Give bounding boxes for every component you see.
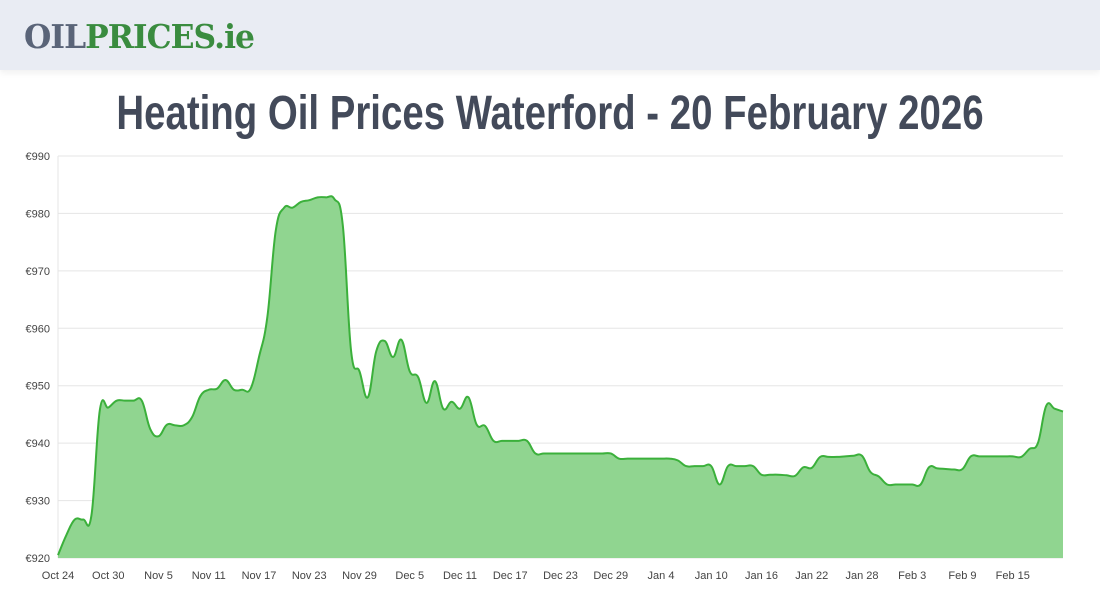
x-tick-label: Oct 30 xyxy=(92,570,124,582)
y-tick-label: €920 xyxy=(26,553,50,565)
logo-prices: PRICES.ie xyxy=(85,17,255,56)
y-tick-label: €990 xyxy=(26,151,50,163)
x-tick-label: Feb 3 xyxy=(898,570,926,582)
logo-oil: OIL xyxy=(24,17,86,56)
x-tick-label: Jan 16 xyxy=(745,570,778,582)
price-line xyxy=(57,195,1064,556)
x-tick-label: Dec 5 xyxy=(395,570,424,582)
y-tick-label: €960 xyxy=(26,323,50,335)
x-axis-ticks: Oct 24 Oct 30 Nov 5 Nov 11 Nov 17 Nov 23 Nov 2… xyxy=(42,570,1030,582)
x-tick-label: Nov 11 xyxy=(192,570,226,582)
y-tick-label: €970 xyxy=(26,266,50,278)
y-tick-label: €980 xyxy=(26,208,50,220)
x-tick-label: Nov 29 xyxy=(342,570,377,582)
x-tick-label: Feb 15 xyxy=(996,570,1030,582)
x-tick-label: Nov 17 xyxy=(242,570,277,582)
x-tick-label: Nov 23 xyxy=(292,570,327,582)
x-tick-label: Jan 4 xyxy=(648,570,675,582)
x-tick-label: Dec 23 xyxy=(543,570,578,582)
x-tick-label: Jan 10 xyxy=(695,570,728,582)
y-tick-label: €950 xyxy=(26,381,50,393)
x-tick-label: Oct 24 xyxy=(42,570,74,582)
x-tick-label: Feb 9 xyxy=(948,570,976,582)
y-tick-label: €930 xyxy=(26,496,50,508)
x-tick-label: Dec 29 xyxy=(593,570,628,582)
x-tick-label: Dec 11 xyxy=(443,570,477,582)
x-tick-label: Jan 22 xyxy=(795,570,828,582)
page-title-text: Heating Oil Prices Waterford - 20 Februa… xyxy=(116,87,984,140)
y-tick-label: €940 xyxy=(26,438,50,450)
header-bar: OILPRICES.ie xyxy=(0,0,1100,70)
site-logo[interactable]: OILPRICES.ie xyxy=(24,17,255,57)
x-tick-label: Nov 5 xyxy=(144,570,173,582)
x-tick-label: Jan 28 xyxy=(845,570,878,582)
price-area xyxy=(58,196,1063,559)
x-tick-label: Dec 17 xyxy=(493,570,528,582)
y-axis-ticks: €920 €930 €940 €950 €960 €970 €980 €990 xyxy=(26,151,50,565)
page-title: Heating Oil Prices Waterford - 20 Februa… xyxy=(0,84,1100,144)
